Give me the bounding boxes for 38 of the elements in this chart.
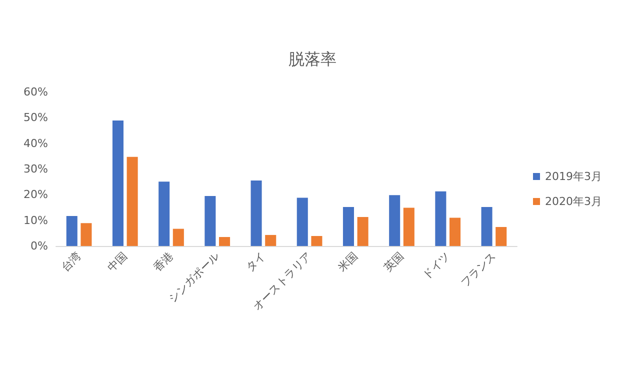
- bar: [158, 182, 170, 246]
- x-tick-label: 英国: [382, 249, 406, 274]
- bar: [265, 234, 276, 246]
- bar: [450, 218, 461, 246]
- bar: [496, 227, 507, 246]
- x-tick-label: タイ: [243, 249, 268, 274]
- x-tick-label: 台湾: [58, 249, 84, 274]
- chart-title: 脱落率: [288, 50, 336, 68]
- y-tick-label: 10%: [24, 214, 48, 227]
- bar: [112, 120, 124, 246]
- y-tick-label: 40%: [24, 136, 48, 150]
- bar: [250, 180, 262, 246]
- x-tick-label: 中国: [104, 249, 130, 274]
- bar: [296, 198, 308, 246]
- y-tick-label: 60%: [24, 86, 48, 98]
- x-tick-label: フランス: [458, 249, 499, 290]
- bar: [219, 237, 230, 246]
- bar: [481, 206, 492, 246]
- bar: [172, 228, 184, 246]
- bar: [126, 156, 138, 246]
- y-tick-label: 50%: [24, 111, 48, 124]
- legend-label: 2020年3月: [545, 195, 602, 208]
- bar: [311, 236, 322, 246]
- bar: [342, 206, 354, 246]
- bar: [389, 195, 400, 246]
- bar: [204, 196, 216, 246]
- bar: [403, 208, 414, 246]
- bar: [435, 191, 446, 246]
- y-tick-label: 30%: [24, 162, 48, 176]
- x-tick-label: 香港: [151, 249, 176, 274]
- x-tick-label: ドイツ: [420, 249, 452, 282]
- y-tick-label: 20%: [24, 188, 48, 202]
- legend-label: 2019年3月: [545, 170, 602, 183]
- bar: [357, 216, 368, 246]
- x-tick-label: 米国: [335, 249, 360, 274]
- y-tick-label: 0%: [30, 240, 48, 252]
- bar: [66, 216, 78, 246]
- bar: [80, 223, 92, 246]
